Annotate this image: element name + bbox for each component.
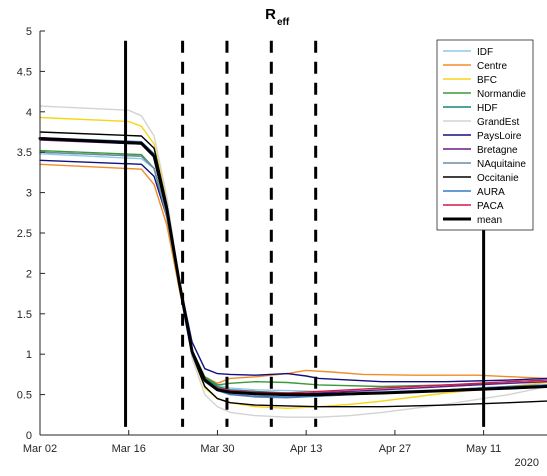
series-lines: [38, 105, 547, 418]
axes: 0 0.5 1 1.5 2 2.5 3 3.5 4 4.5 5 Mar 02 Mar 16 Mar 30 A…: [17, 26, 547, 469]
chart-title: R: [265, 6, 276, 23]
y-tick-label: 2: [26, 268, 32, 280]
legend-label-idf: IDF: [477, 47, 493, 58]
intervention-lines: [124, 40, 486, 427]
x-year-label: 2020: [515, 457, 539, 469]
y-tick-label: 3.5: [17, 147, 32, 159]
series-line-grandest: [39, 105, 547, 418]
legend-label-hdf: HDF: [477, 103, 498, 114]
y-tick-label: 4: [26, 107, 32, 119]
series-line-mean: [38, 137, 547, 397]
series-line-centre: [39, 163, 547, 384]
x-tick-label: May 11: [466, 443, 501, 455]
legend: IDF Centre BFC Normandie HDF GrandEst PaysLoir…: [436, 39, 534, 231]
chart-title-subscript: eff: [277, 17, 290, 28]
x-tick-label: Mar 02: [23, 443, 57, 455]
legend-label-paca: PACA: [477, 201, 504, 212]
legend-label-bretagne: Bretagne: [477, 145, 518, 156]
legend-label-occitanie: Occitanie: [477, 173, 519, 184]
legend-label-grandest: GrandEst: [477, 117, 519, 128]
y-tick-label: 4.5: [17, 66, 32, 78]
y-tick-label: 0: [26, 430, 32, 442]
y-tick-label: 1.5: [17, 309, 32, 321]
y-tick-label: 1: [26, 349, 32, 361]
y-tick-label: 5: [26, 26, 32, 38]
x-tick-label: Apr 27: [379, 443, 411, 455]
legend-label-naquitaine: NAquitaine: [477, 159, 526, 170]
y-tick-label: 2.5: [17, 228, 32, 240]
legend-label-mean: mean: [477, 215, 502, 226]
x-tick-label: Mar 30: [200, 443, 234, 455]
x-tick-label: Apr 13: [290, 443, 322, 455]
legend-label-centre: Centre: [477, 61, 507, 72]
legend-label-paysloire: PaysLoire: [477, 131, 522, 142]
legend-label-aura: AURA: [477, 187, 505, 198]
y-tick-label: 3: [26, 188, 32, 200]
legend-label-bfc: BFC: [477, 75, 497, 86]
x-tick-label: Mar 16: [112, 443, 146, 455]
chart-title-group: R eff: [265, 6, 290, 28]
legend-label-normandie: Normandie: [477, 89, 526, 100]
y-tick-label: 0.5: [17, 390, 32, 402]
